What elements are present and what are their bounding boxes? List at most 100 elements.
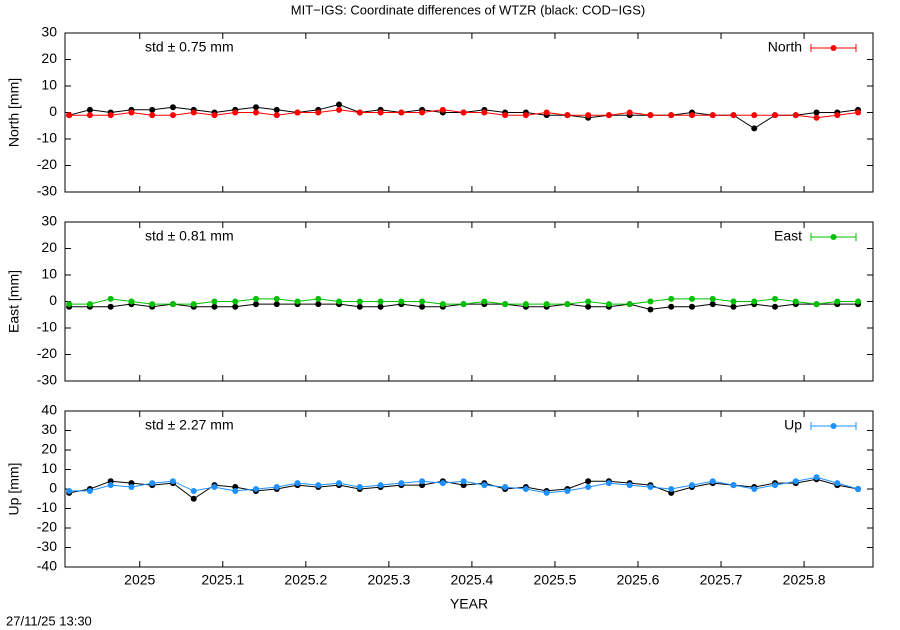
data-point — [66, 487, 73, 494]
data-point — [813, 114, 820, 121]
data-point — [232, 298, 239, 305]
data-point — [419, 303, 426, 310]
data-point — [772, 295, 779, 302]
data-point — [564, 301, 571, 308]
x-tick-label: 2025.1 — [201, 572, 244, 588]
data-point — [252, 301, 259, 308]
y-tick-label: 30 — [41, 421, 57, 437]
legend-marker — [830, 234, 837, 240]
data-point — [834, 298, 841, 305]
data-point — [543, 109, 550, 116]
data-point — [585, 478, 592, 485]
data-point — [439, 106, 446, 113]
y-tick-label: 20 — [41, 441, 57, 457]
y-tick-label: 0 — [49, 103, 57, 119]
data-point — [605, 480, 612, 487]
data-point — [709, 112, 716, 119]
data-point — [190, 109, 197, 116]
data-point — [772, 482, 779, 489]
y-tick-label: 10 — [41, 77, 57, 93]
data-point — [605, 301, 612, 308]
panel: -40 -30 -20 -10 0 10 20 30 40 2025 2025.1 2025.2 202… — [6, 402, 874, 612]
data-point — [232, 487, 239, 494]
legend-label: East — [774, 228, 802, 244]
data-point — [647, 112, 654, 119]
data-point — [668, 303, 675, 310]
x-tick-label: 2025 — [124, 572, 155, 588]
y-tick-label: 40 — [41, 402, 57, 418]
data-point — [190, 495, 197, 502]
y-tick-label: -20 — [37, 519, 57, 535]
data-point — [190, 487, 197, 494]
data-point — [709, 301, 716, 308]
data-point — [709, 295, 716, 302]
data-point — [688, 295, 695, 302]
data-point — [585, 298, 592, 305]
data-point — [252, 486, 259, 492]
data-point — [149, 106, 156, 113]
data-point — [356, 109, 363, 116]
data-point — [813, 109, 820, 116]
data-point — [792, 298, 799, 305]
y-tick-label: -30 — [37, 372, 57, 388]
x-tick-label: 2025.7 — [700, 572, 743, 588]
panel: -30 -20 -10 0 10 20 30 North [mm] std ± 0.75 mm N… — [6, 24, 874, 199]
data-point — [336, 106, 343, 113]
data-point — [336, 101, 343, 108]
data-point — [211, 484, 218, 491]
data-point — [377, 303, 384, 310]
data-point — [792, 112, 799, 119]
data-point — [543, 301, 550, 308]
data-point — [605, 112, 612, 119]
data-point — [211, 298, 218, 305]
y-tick-label: -10 — [37, 499, 57, 515]
data-point — [169, 112, 176, 119]
data-point — [398, 480, 405, 487]
data-point — [315, 109, 322, 116]
data-point — [647, 484, 654, 491]
series-line — [69, 103, 859, 129]
data-point — [128, 109, 135, 116]
legend-marker — [830, 423, 837, 429]
data-point — [585, 484, 592, 491]
data-point — [813, 301, 820, 308]
x-tick-label: 2025.2 — [284, 572, 327, 588]
legend-label: Up — [784, 417, 802, 433]
data-point — [66, 112, 73, 119]
y-tick-label: -40 — [37, 558, 57, 574]
data-point — [377, 298, 384, 305]
data-point — [668, 112, 675, 119]
data-point — [149, 480, 156, 487]
data-point — [647, 306, 654, 313]
data-point — [211, 112, 218, 119]
data-point — [336, 298, 343, 305]
data-point — [813, 474, 820, 481]
y-axis-label: East [mm] — [6, 270, 22, 333]
data-point — [273, 106, 280, 113]
y-tick-label: 0 — [49, 292, 57, 308]
legend-label: North — [768, 39, 802, 55]
data-point — [86, 301, 93, 308]
data-point — [377, 109, 384, 116]
data-point — [107, 112, 114, 119]
data-point — [356, 484, 363, 491]
data-point — [855, 486, 862, 492]
y-tick-label: -20 — [37, 345, 57, 361]
data-point — [419, 478, 426, 485]
data-point — [647, 298, 654, 305]
y-tick-label: -20 — [37, 156, 57, 172]
data-point — [834, 480, 841, 487]
timestamp: 27/11/25 13:30 — [6, 613, 92, 628]
data-point — [294, 109, 301, 116]
data-point — [564, 112, 571, 119]
data-point — [439, 480, 446, 487]
data-point — [190, 301, 197, 308]
std-annotation: std ± 0.81 mm — [145, 228, 234, 244]
data-point — [356, 303, 363, 310]
data-point — [356, 298, 363, 305]
data-point — [107, 295, 114, 302]
chart-title: MIT−IGS: Coordinate differences of WTZR … — [291, 2, 645, 17]
x-axis-label: YEAR — [450, 596, 488, 612]
y-tick-label: 20 — [41, 239, 57, 255]
